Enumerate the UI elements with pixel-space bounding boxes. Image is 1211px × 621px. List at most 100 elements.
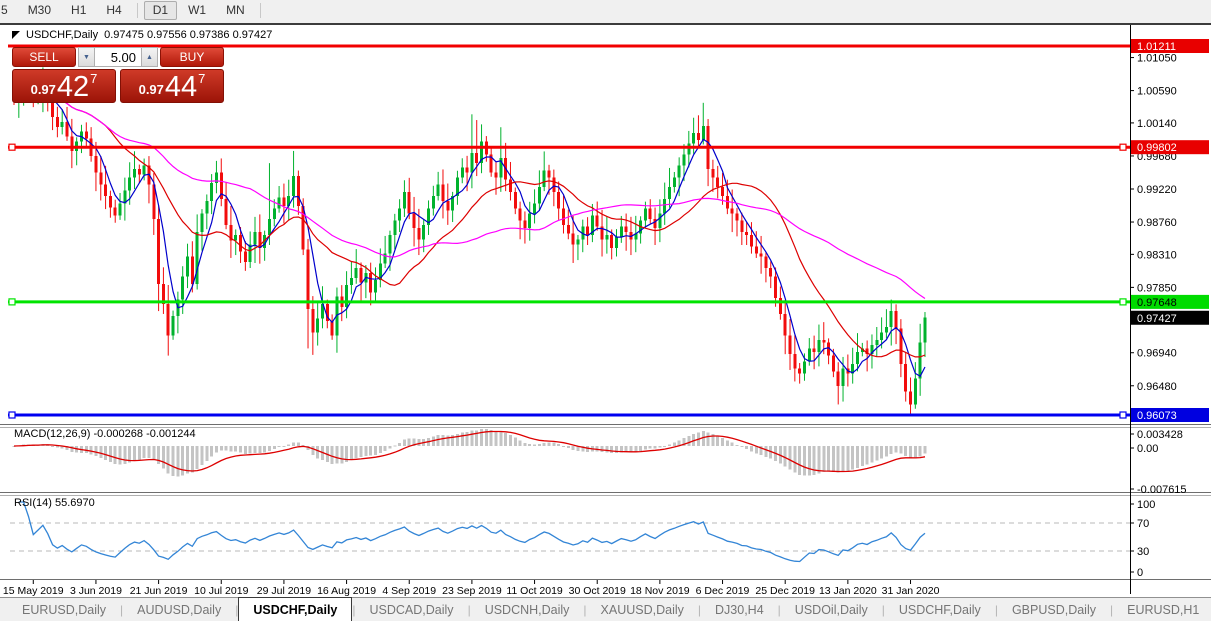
buy-price-sup: 7 (198, 71, 206, 86)
date-tick-label: 18 Nov 2019 (630, 585, 690, 597)
tab-separator: | (352, 602, 356, 617)
chart-window: 1.01050 1.00590 1.00140 0.99680 0.99220 0.987… (0, 23, 1211, 599)
toolbar-separator (136, 3, 138, 18)
date-tick-label: 23 Sep 2019 (442, 585, 502, 597)
buy-button[interactable]: BUY (160, 47, 224, 67)
one-click-trading-panel: SELL ▼ 5.00 ▲ BUY 0.97 42 7 0.97 44 7 (12, 47, 224, 103)
date-tick-label: 30 Oct 2019 (569, 585, 626, 597)
toolbar-button-h1[interactable]: H1 (71, 3, 87, 17)
tab-separator: | (697, 602, 702, 617)
price-tick-label: 0.98760 (1137, 217, 1177, 229)
price-level-label-bg (1131, 310, 1209, 325)
price-level-label: 0.96073 (1137, 410, 1177, 422)
sell-price-prefix: 0.97 (30, 82, 56, 97)
buy-price-button[interactable]: 0.97 44 7 (120, 69, 224, 103)
sell-price-sup: 7 (90, 71, 98, 86)
toolbar-button-mn[interactable]: MN (226, 3, 245, 17)
tab-usdcnh-daily[interactable]: USDCNH,Daily (484, 602, 570, 617)
date-tick-label: 31 Jan 2020 (882, 585, 940, 597)
rsi-line (18, 501, 926, 563)
hline-handle[interactable] (8, 143, 16, 151)
date-tick-label: 29 Jul 2019 (257, 585, 311, 597)
rsi-axis-label: 0 (1137, 567, 1143, 579)
hline-handle[interactable] (1119, 143, 1127, 151)
date-tick-label: 4 Sep 2019 (382, 585, 436, 597)
toolbar-separator (259, 3, 261, 18)
chart-title-quotes: 0.97475 0.97556 0.97386 0.97427 (104, 29, 273, 41)
price-level-label-bg (1131, 39, 1209, 53)
toolbar-button-h4[interactable]: H4 (106, 3, 122, 17)
price-tick-label: 1.01050 (1137, 53, 1177, 65)
price-level-label: 0.97427 (1137, 313, 1177, 325)
price-tick-label: 0.96480 (1137, 381, 1177, 393)
date-tick-label: 16 Aug 2019 (317, 585, 376, 597)
rsi-indicator-label: RSI(14) 55.6970 (14, 497, 95, 509)
tab-xauusd-daily[interactable]: XAUUSD,Daily (600, 602, 684, 617)
tab-usdchf-daily[interactable]: USDCHF,Daily (898, 602, 981, 617)
rsi-axis-label: 70 (1137, 518, 1149, 530)
macd-signal-line (13, 430, 926, 473)
price-level-label-bg (1131, 408, 1209, 423)
price-level-label: 1.01211 (1137, 41, 1176, 53)
date-tick-label: 21 Jun 2019 (130, 585, 188, 597)
tab-usdcad-daily[interactable]: USDCAD,Daily (369, 602, 454, 617)
macd-axis-label: 0.00 (1137, 443, 1158, 455)
volume-input[interactable]: 5.00 (95, 47, 141, 67)
toolbar-button-w1[interactable]: W1 (188, 3, 207, 17)
tab-separator: | (235, 602, 239, 617)
hline-handle[interactable] (1119, 298, 1127, 306)
rsi-axis-label: 30 (1137, 546, 1149, 558)
price-level-label-bg (1131, 294, 1209, 309)
toolbar-button-m30[interactable]: M30 (27, 3, 52, 17)
price-level-label-bg (1131, 140, 1209, 155)
sell-price-button[interactable]: 0.97 42 7 (12, 69, 116, 103)
tab-audusd-daily[interactable]: AUDUSD,Daily (137, 602, 222, 617)
price-tick-label: 1.00590 (1137, 86, 1177, 98)
timeframe-toolbar: 5 M30 H1 H4 D1 W1 MN (0, 0, 1211, 21)
volume-decrease-button[interactable]: ▼ (78, 47, 95, 67)
toolbar-button-5[interactable]: 5 (1, 3, 8, 17)
volume-spinner: ▼ 5.00 ▲ (78, 47, 158, 67)
sell-price-big: 42 (56, 71, 90, 103)
buy-price-prefix: 0.97 (138, 82, 164, 97)
tab-separator: | (881, 602, 885, 617)
macd-axis-label: -0.007615 (1137, 484, 1187, 496)
toolbar-button-d1[interactable]: D1 (143, 1, 178, 20)
date-tick-label: 3 Jun 2019 (70, 585, 122, 597)
price-tick-label: 0.99220 (1137, 184, 1177, 196)
ma-fast-line (13, 89, 926, 378)
hline-handle[interactable] (8, 411, 16, 419)
tab-separator: | (120, 602, 124, 617)
tab-dj30-h4[interactable]: DJ30,H4 (715, 602, 764, 617)
tab-separator: | (1109, 602, 1114, 617)
tab-eurusd-daily[interactable]: EURUSD,Daily (22, 602, 107, 617)
tab-gbpusd-daily[interactable]: GBPUSD,Daily (1011, 602, 1096, 617)
tab-separator: | (467, 602, 471, 617)
symbol-tabbar: EURUSD,Daily | AUDUSD,Daily | USDCHF,Daily | U… (0, 597, 1211, 621)
ma-slow-line (13, 90, 926, 299)
chart-title: USDCHF,Daily 0.97475 0.97556 0.97386 0.9… (12, 29, 272, 41)
chevron-up-icon: ▲ (146, 53, 153, 61)
date-tick-label: 25 Dec 2019 (755, 585, 815, 597)
rsi-axis-label: 100 (1137, 499, 1155, 511)
macd-indicator-label: MACD(12,26,9) -0.000268 -0.001244 (14, 428, 196, 440)
hline-handle[interactable] (8, 298, 16, 306)
date-tick-label: 11 Oct 2019 (506, 585, 563, 597)
tab-usdchf-daily[interactable]: USDCHF,Daily (238, 597, 353, 621)
ma-medium-line (13, 90, 926, 358)
price-tick-label: 0.97850 (1137, 282, 1177, 294)
sell-button[interactable]: SELL (12, 47, 76, 67)
price-tick-label: 0.96940 (1137, 348, 1177, 360)
tab-usdoil-daily[interactable]: USDOil,Daily (794, 602, 868, 617)
tab-separator: | (994, 602, 998, 617)
date-tick-label: 6 Dec 2019 (696, 585, 750, 597)
price-level-label: 0.97648 (1137, 297, 1177, 309)
chevron-down-icon: ▼ (83, 53, 90, 61)
hline-handle[interactable] (1119, 411, 1127, 419)
price-tick-label: 1.00140 (1137, 118, 1177, 130)
buy-price-big: 44 (164, 71, 198, 103)
tab-eurusd-h1[interactable]: EURUSD,H1 (1127, 602, 1200, 617)
volume-increase-button[interactable]: ▲ (141, 47, 158, 67)
date-tick-label: 15 May 2019 (3, 585, 64, 597)
tab-separator: | (777, 602, 781, 617)
